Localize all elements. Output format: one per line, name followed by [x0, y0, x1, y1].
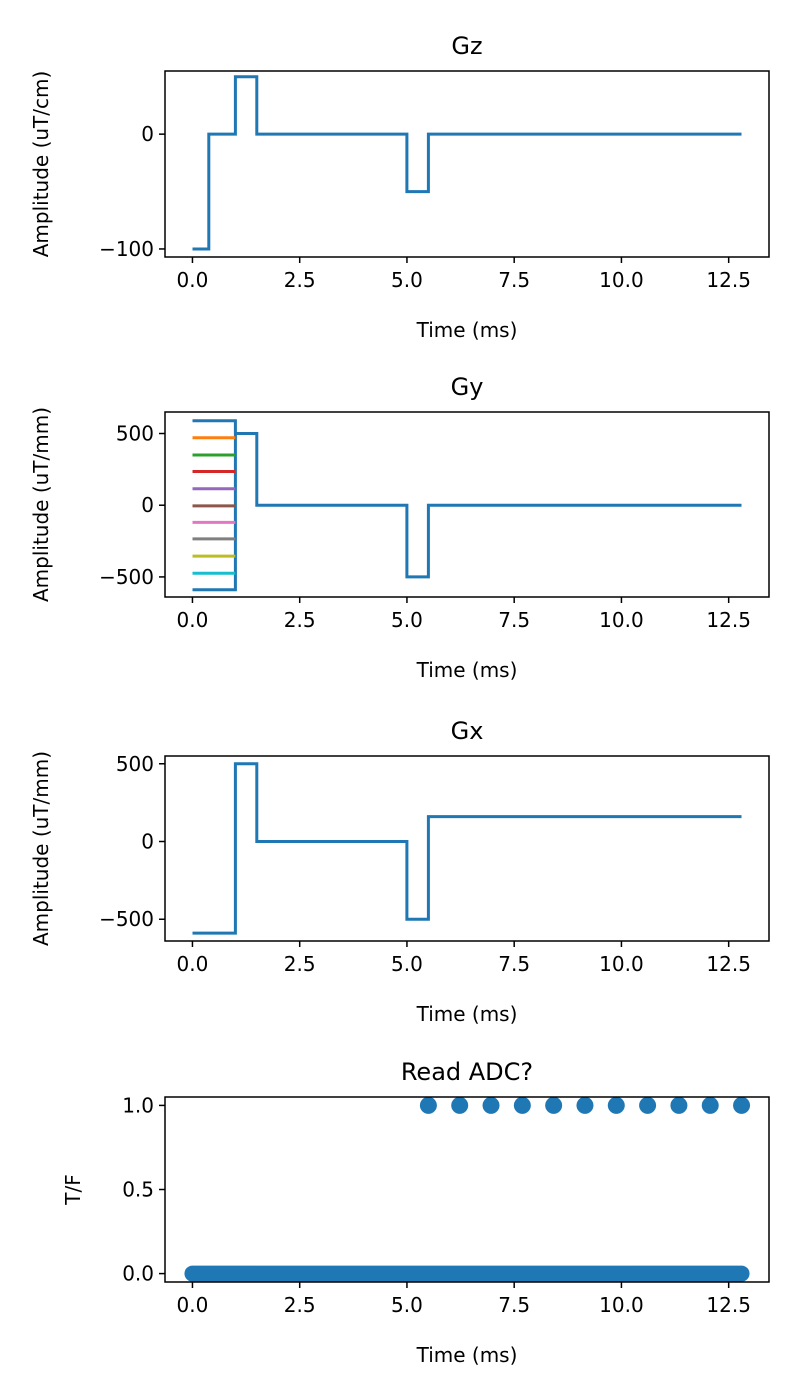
- x-axis-label: Time (ms): [416, 658, 518, 682]
- plot-area: [192, 762, 742, 935]
- axes-frame: [164, 755, 770, 942]
- x-tick-label-0: 0.0: [177, 608, 209, 632]
- y-axis-label: Amplitude (uT/cm): [29, 71, 53, 258]
- chart-title: Read ADC?: [401, 1058, 533, 1086]
- plot-area: [192, 419, 742, 592]
- x-tick-label-1: 2.5: [284, 1293, 316, 1317]
- y-tick-label-0: 1.0: [122, 1093, 154, 1117]
- series-line-10: [235, 432, 742, 579]
- x-tick-label-4: 10.0: [599, 608, 644, 632]
- y-tick-label-1: 0.5: [122, 1178, 154, 1202]
- x-tick-label-0: 0.0: [177, 952, 209, 976]
- x-tick-label-2: 5.0: [391, 1293, 423, 1317]
- x-tick-label-5: 12.5: [706, 952, 751, 976]
- x-tick-label-5: 12.5: [706, 608, 751, 632]
- x-tick-label-4: 10.0: [599, 952, 644, 976]
- y-tick-label-1: 0: [141, 493, 154, 517]
- scatter-point-4: [545, 1097, 563, 1114]
- axes-frame: [164, 70, 770, 258]
- y-tick-label-0: 500: [116, 422, 154, 446]
- axes-frame: [164, 1096, 770, 1283]
- chart-gy: 0.0 2.5 5.0 7.5 10.0 12.5 500 0 −500 Gy Time (ms) A…: [29, 373, 770, 682]
- plot-area: [192, 75, 742, 251]
- x-tick-label-5: 12.5: [706, 268, 751, 292]
- y-tick-label-1: 0: [141, 830, 154, 854]
- x-axis-label: Time (ms): [416, 318, 518, 342]
- y-tick-label-2: −500: [99, 565, 154, 589]
- y-tick-label-2: 0.0: [122, 1262, 154, 1286]
- scatter-point-1: [451, 1097, 469, 1114]
- y-axis-label: Amplitude (uT/mm): [29, 751, 53, 946]
- x-tick-label-1: 2.5: [284, 268, 316, 292]
- x-tick-label-2: 5.0: [391, 268, 423, 292]
- chart-title: Gz: [451, 32, 482, 60]
- x-tick-label-2: 5.0: [391, 608, 423, 632]
- x-tick-label-1: 2.5: [284, 952, 316, 976]
- scatter-point-5: [576, 1097, 594, 1114]
- x-axis-label: Time (ms): [416, 1343, 518, 1367]
- x-tick-label-1: 2.5: [284, 608, 316, 632]
- plot-area: [184, 1097, 751, 1282]
- scatter-point-2: [482, 1097, 500, 1114]
- scatter-point-6: [607, 1097, 625, 1114]
- chart-read-adc: 0.0 2.5 5.0 7.5 10.0 12.5 1.0 0.5 0.0 Read ADC? Ti…: [61, 1058, 770, 1367]
- x-axis-label: Time (ms): [416, 1002, 518, 1026]
- x-tick-label-4: 10.0: [599, 1293, 644, 1317]
- scatter-point-0: [419, 1097, 437, 1114]
- x-tick-label-0: 0.0: [177, 1293, 209, 1317]
- x-tick-label-4: 10.0: [599, 268, 644, 292]
- y-tick-label-0: 500: [116, 752, 154, 776]
- x-tick-label-3: 7.5: [498, 1293, 530, 1317]
- scatter-point-8: [670, 1097, 688, 1114]
- chart-title: Gx: [451, 717, 484, 745]
- y-tick-label-1: −100: [99, 237, 154, 261]
- chart-gz: 0.0 2.5 5.0 7.5 10.0 12.5 0 −100 Gz Time (ms) Ampl…: [29, 32, 770, 342]
- x-tick-label-3: 7.5: [498, 268, 530, 292]
- chart-title: Gy: [451, 373, 484, 401]
- x-tick-label-2: 5.0: [391, 952, 423, 976]
- y-axis-label: T/F: [61, 1174, 85, 1205]
- series-line-0: [192, 75, 742, 251]
- y-tick-label-0: 0: [141, 122, 154, 146]
- y-tick-label-2: −500: [99, 907, 154, 931]
- scatter-point-7: [639, 1097, 657, 1114]
- chart-gx: 0.0 2.5 5.0 7.5 10.0 12.5 500 0 −500 Gx Time (ms) A…: [29, 717, 770, 1026]
- scatter-point-10: [733, 1097, 751, 1114]
- x-tick-label-3: 7.5: [498, 608, 530, 632]
- x-tick-label-0: 0.0: [177, 268, 209, 292]
- series-line-0: [192, 762, 742, 935]
- scatter-point-9: [701, 1097, 719, 1114]
- y-axis-label: Amplitude (uT/mm): [29, 407, 53, 602]
- scatter-point-3: [513, 1097, 531, 1114]
- x-tick-label-3: 7.5: [498, 952, 530, 976]
- x-tick-label-5: 12.5: [706, 1293, 751, 1317]
